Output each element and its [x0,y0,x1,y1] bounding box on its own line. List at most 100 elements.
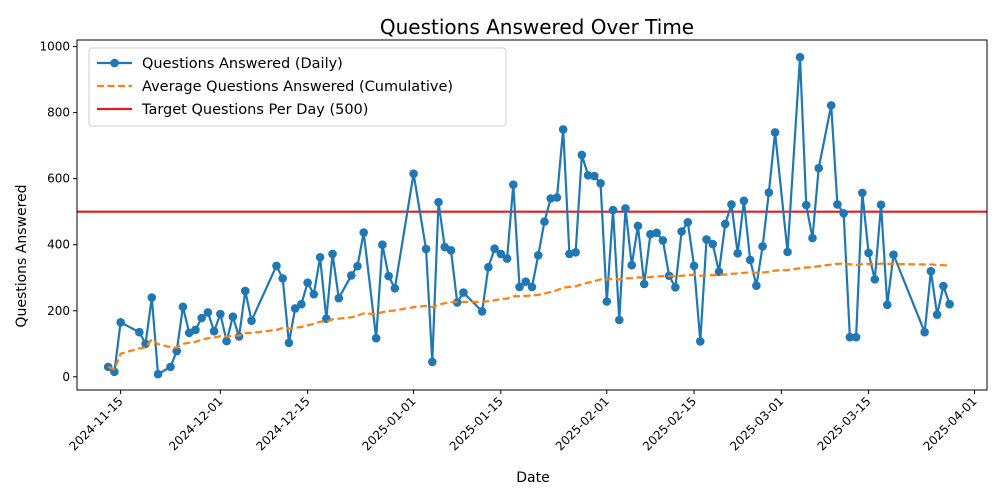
data-point [135,327,144,337]
data-point [745,255,755,265]
data-point [502,254,512,263]
data-point [297,299,306,309]
y-axis: 0 200 400 600 800 1000 [39,40,77,384]
data-point [826,101,836,110]
data-point [390,284,400,293]
data-point [303,278,312,287]
y-tick-label: 200 [47,304,70,318]
data-point [733,249,742,258]
data-point [839,209,848,218]
data-point [378,240,387,250]
x-tick-label: 2025-02-15 [640,394,699,453]
series-line-2 [107,262,950,371]
data-point [533,250,543,260]
data-point [858,188,867,198]
y-tick-label: 800 [47,106,70,120]
data-point [477,307,487,316]
legend-marker [110,58,119,68]
legend-label-2: Average Questions Answered (Cumulative) [142,79,453,95]
data-point [272,261,281,271]
data-point [770,128,780,137]
data-point [939,281,948,291]
legend-box [88,47,507,127]
data-point [315,252,325,262]
y-tick-label: 1000 [39,40,70,54]
data-point [689,261,699,271]
y-tick-label: 400 [47,238,70,252]
data-point [222,336,231,346]
data-point [346,271,356,280]
x-axis: 2024-11-15 2024-12-01 2024-12-15 2025-01-01… [67,390,980,453]
data-point [808,233,817,243]
data-point [484,262,493,272]
data-point [209,326,219,336]
data-point [191,325,200,335]
data-point [795,52,805,62]
data-point [695,337,705,346]
data-point [658,236,668,245]
data-point [247,316,256,325]
data-point [521,277,531,286]
data-point [240,286,250,296]
data-point [627,260,637,270]
data-point [116,318,125,327]
data-point [882,300,892,310]
data-point [309,289,319,299]
data-point [577,150,587,160]
data-point [571,248,580,257]
data-point [371,333,381,343]
data-point [197,313,206,323]
data-point [527,282,537,292]
data-point [459,288,468,297]
legend-label-1: Questions Answered (Daily) [142,56,343,72]
data-point [727,200,736,209]
data-point [552,193,562,202]
x-tick-label: 2025-02-01 [553,394,612,453]
data-point [515,282,524,292]
data-point [141,339,150,349]
data-point [290,304,300,313]
data-point [932,310,942,320]
data-point [228,312,238,321]
x-axis-title: Date [516,470,549,486]
x-tick-label: 2024-11-15 [67,394,126,453]
data-point [864,248,873,258]
data-point [203,308,213,317]
data-point [889,250,898,259]
data-point [708,239,718,249]
data-point [639,279,649,289]
data-point [596,179,605,188]
data-point [764,188,774,197]
data-point [509,180,518,189]
data-point [384,271,393,281]
x-tick-label: 2024-12-15 [254,394,313,453]
data-point [801,200,811,210]
data-point [583,171,593,180]
data-point [434,197,443,207]
data-point [671,283,680,292]
y-axis-title: Questions Answered [14,184,30,327]
x-tick-label: 2025-04-01 [920,394,979,453]
data-point [845,332,855,342]
data-point [153,369,163,379]
data-point [409,169,418,179]
series-line-1 [107,56,951,376]
data-point [652,228,661,238]
data-point [876,200,886,210]
x-tick-label: 2025-01-15 [447,394,506,453]
data-point [216,309,225,319]
data-point [945,299,954,309]
data-point [926,266,936,276]
axes-frame [76,39,988,391]
data-point [446,246,456,255]
data-point [421,244,431,254]
data-point [608,205,618,215]
data-point [590,171,599,181]
data-point [739,196,749,206]
x-tick-label: 2025-01-01 [359,394,418,453]
y-tick-label: 600 [47,172,70,186]
data-point [334,293,344,303]
data-point [814,163,824,173]
data-point [752,281,761,290]
data-point [758,242,767,251]
